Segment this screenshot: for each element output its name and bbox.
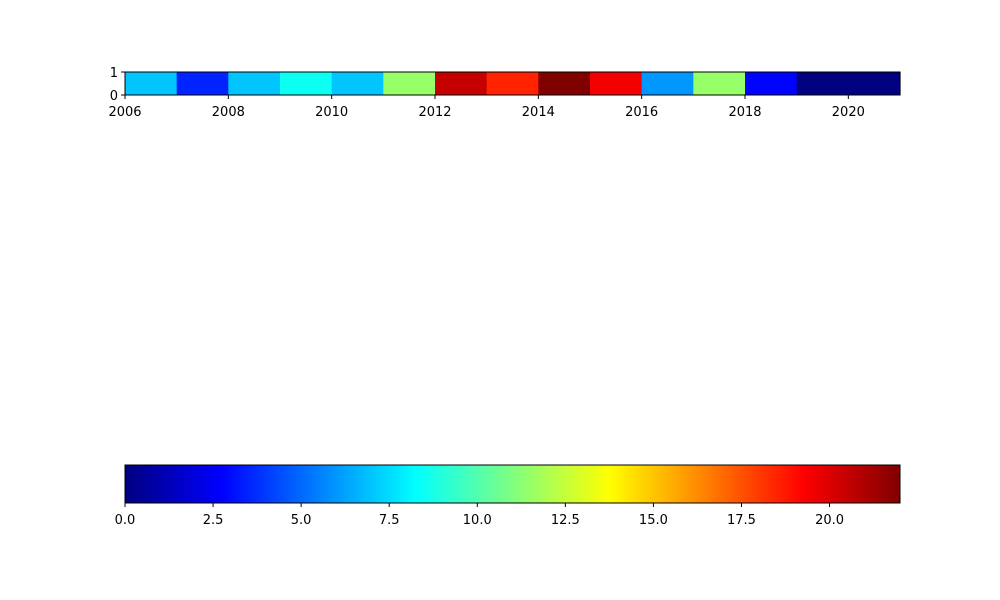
year-cell-2018 (745, 72, 798, 95)
year-cell-2006 (125, 72, 178, 95)
year-cell-2014 (538, 72, 591, 95)
colorbar-tick-label-6: 15.0 (639, 513, 668, 528)
x-tick-label-2008: 2008 (212, 105, 245, 120)
x-tick-label-2020: 2020 (832, 105, 865, 120)
y-tick-label-0: 0 (110, 89, 118, 104)
year-cell-2017 (693, 72, 746, 95)
x-tick-label-2018: 2018 (728, 105, 761, 120)
year-cell-2008 (228, 72, 281, 95)
colorbar-tick-label-1: 2.5 (203, 513, 224, 528)
year-cell-2007 (176, 72, 229, 95)
x-tick-label-2016: 2016 (625, 105, 658, 120)
colorbar-frame (124, 464, 901, 504)
y-tick-label-1: 1 (110, 66, 118, 81)
year-strip-axes: 2006 2008 2010 2012 2014 2016 2018 2020 01 (108, 66, 901, 120)
year-strip-y-ticks: 01 (110, 66, 125, 104)
year-cell-2013 (486, 72, 539, 95)
x-tick-label-2012: 2012 (418, 105, 451, 120)
year-cell-2015 (590, 72, 643, 95)
colorbar-tick-label-7: 17.5 (727, 513, 756, 528)
colorbar-tick-label-3: 7.5 (379, 513, 400, 528)
year-cell-2012 (435, 72, 488, 95)
colorbar-tick-label-5: 12.5 (551, 513, 580, 528)
year-strip-cells (125, 72, 901, 95)
colorbar-tick-label-8: 20.0 (815, 513, 844, 528)
x-tick-label-2010: 2010 (315, 105, 348, 120)
year-cell-2010 (331, 72, 384, 95)
x-tick-label-2006: 2006 (108, 105, 141, 120)
year-strip-frame (124, 71, 901, 96)
year-cell-2011 (383, 72, 436, 95)
colorbar-gradient (125, 465, 900, 503)
colorbar-tick-label-0: 0.0 (115, 513, 136, 528)
year-cell-2020 (848, 72, 901, 95)
colorbar-axes: 0.0 2.5 5.0 7.5 10.0 12.5 15.0 17.5 20.0 (115, 464, 901, 528)
colorbar-tick-label-2: 5.0 (291, 513, 312, 528)
colorbar-tick-label-4: 10.0 (463, 513, 492, 528)
year-cell-2016 (641, 72, 694, 95)
colorbar-ticks: 0.0 2.5 5.0 7.5 10.0 12.5 15.0 17.5 20.0 (115, 503, 844, 528)
year-cell-2009 (280, 72, 333, 95)
year-strip-x-ticks: 2006 2008 2010 2012 2014 2016 2018 2020 (108, 95, 865, 120)
year-cell-2019 (796, 72, 849, 95)
x-tick-label-2014: 2014 (522, 105, 555, 120)
